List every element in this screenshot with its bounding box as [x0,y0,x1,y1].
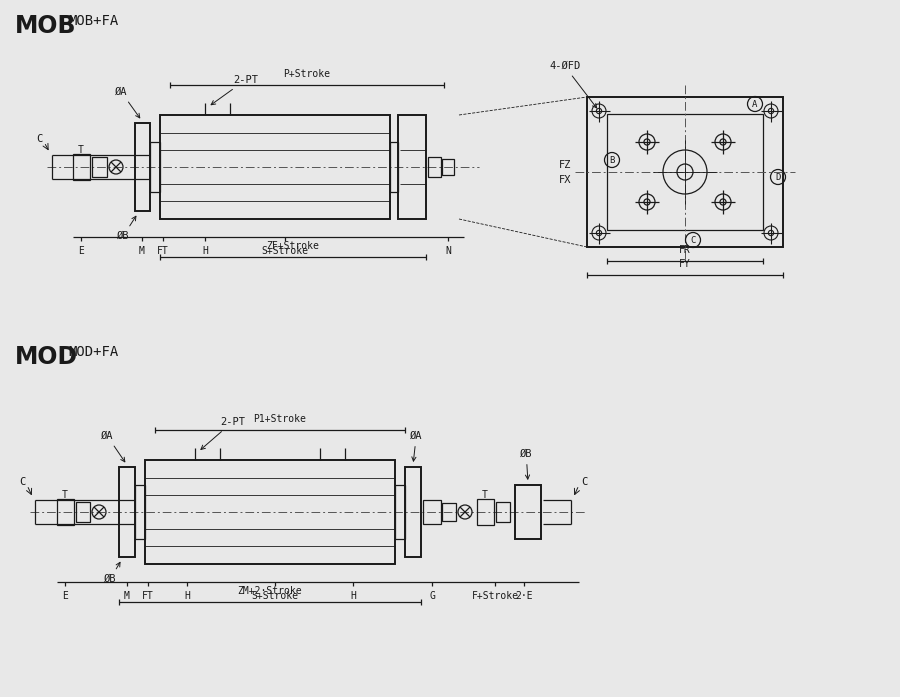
Text: ØA: ØA [101,431,125,462]
Text: 2-PT: 2-PT [201,417,245,450]
Text: C: C [690,236,696,245]
Bar [92,157,107,177]
Text: A: A [752,100,758,109]
Text: ZF+Stroke: ZF+Stroke [266,241,320,251]
Text: S+Stroke: S+Stroke [262,246,309,256]
Text: B: B [609,155,615,164]
Text: 4-ØFD: 4-ØFD [549,61,597,108]
Text: MOB: MOB [15,14,76,38]
Text: C: C [36,134,42,144]
Text: H: H [184,591,190,601]
Bar [395,485,405,539]
Text: 2-PT: 2-PT [212,75,258,105]
Bar [442,159,454,175]
Bar [477,499,494,525]
Bar [428,157,441,177]
Text: M: M [140,246,145,256]
Text: C: C [19,477,25,487]
Text: MOD+FA: MOD+FA [68,345,118,359]
Bar [515,485,541,539]
Text: C: C [581,477,587,487]
Text: F+Stroke: F+Stroke [472,591,518,601]
Text: T: T [78,145,84,155]
Text: 2·E: 2·E [515,591,533,601]
Text: P+Stroke: P+Stroke [284,69,330,79]
Bar [135,485,145,539]
Text: MOD: MOD [15,345,78,369]
Text: P1+Stroke: P1+Stroke [254,414,306,424]
Bar [607,114,763,230]
Bar [390,142,398,192]
Bar [405,467,421,557]
Text: E: E [78,246,84,256]
Text: H: H [350,591,356,601]
Text: G: G [429,591,435,601]
Text: FY: FY [680,259,691,269]
Bar [496,502,510,522]
Text: ØB: ØB [104,562,120,584]
Bar [135,123,150,211]
Text: D: D [775,172,780,181]
Bar [587,97,783,247]
Bar [57,499,74,525]
Text: H: H [202,246,208,256]
Text: MOB+FA: MOB+FA [68,14,118,28]
Bar [119,467,135,557]
Text: FX: FX [559,175,572,185]
Text: FT: FT [158,246,169,256]
Text: E: E [62,591,68,601]
Text: T: T [62,490,68,500]
Text: N: N [446,246,451,256]
Text: FZ: FZ [559,160,572,170]
Bar [160,115,390,219]
Text: S+Stroke: S+Stroke [251,591,299,601]
Bar [398,115,426,219]
Text: M: M [124,591,130,601]
Text: T: T [482,490,488,500]
Text: ØB: ØB [117,216,136,241]
Text: FT: FT [142,591,154,601]
Text: ØA: ØA [410,431,422,461]
Bar [73,154,90,180]
Bar [76,502,90,522]
Text: ØA: ØA [115,87,140,118]
Bar [442,503,456,521]
Bar [423,500,441,524]
Text: ZM+2·Stroke: ZM+2·Stroke [238,586,302,596]
Text: FR: FR [680,245,691,255]
Bar [150,142,160,192]
Bar [145,460,395,564]
Text: ØB: ØB [520,449,533,479]
